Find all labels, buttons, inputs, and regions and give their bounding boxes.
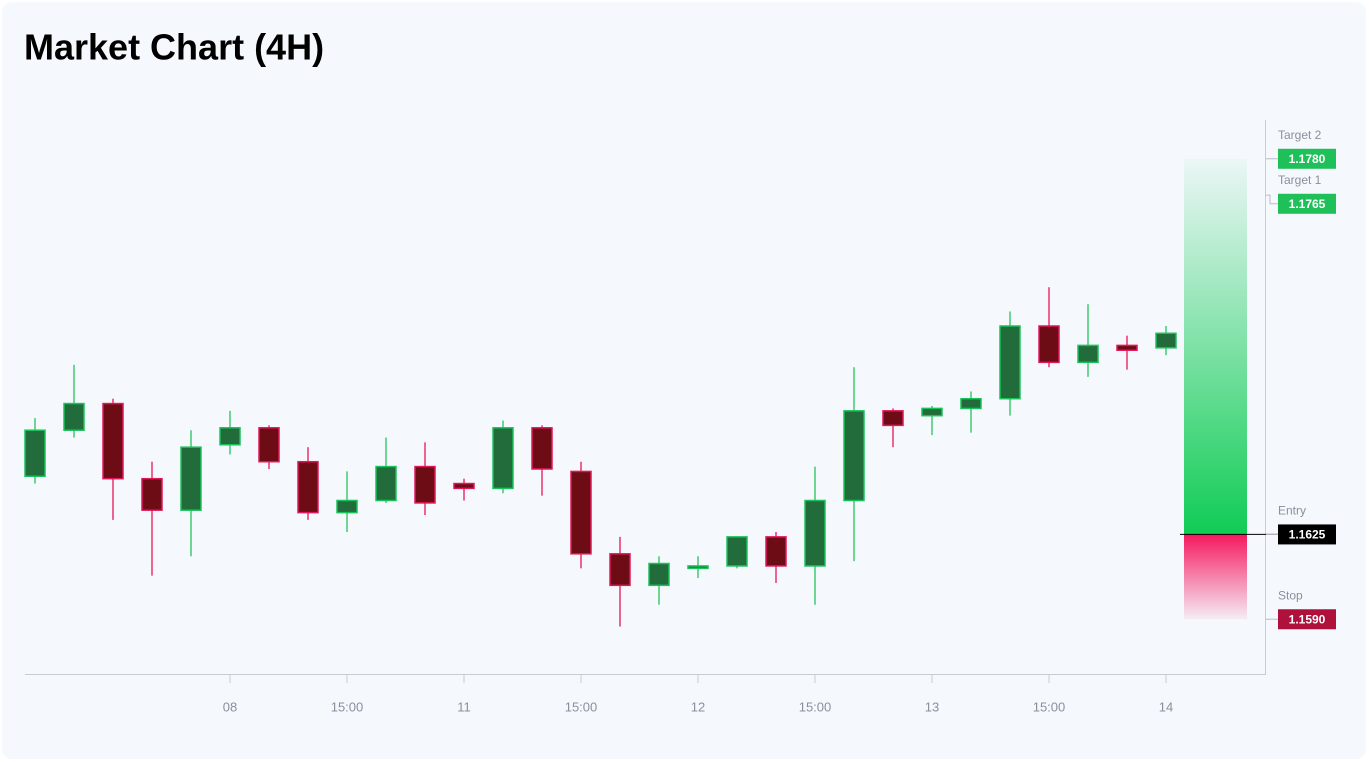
candle-body xyxy=(414,465,436,504)
candle-body xyxy=(180,446,202,511)
candle-body xyxy=(843,410,865,502)
loss-zone xyxy=(1184,534,1247,620)
candle-body xyxy=(648,562,670,587)
x-tick-label: 14 xyxy=(1159,699,1173,714)
candle-body xyxy=(453,482,475,490)
x-tick-label: 12 xyxy=(691,699,705,714)
candle-body xyxy=(1038,325,1060,364)
x-tick-label: 11 xyxy=(457,699,471,714)
level-value: 1.1625 xyxy=(1289,528,1326,542)
candle-body xyxy=(1077,344,1099,364)
candle-body xyxy=(258,427,280,463)
candle-body xyxy=(24,429,46,478)
candle-body xyxy=(999,325,1021,400)
candle-body xyxy=(570,470,592,555)
level-name: Target 2 xyxy=(1278,128,1322,142)
x-tick-label: 15:00 xyxy=(799,699,832,714)
chart-title: Market Chart (4H) xyxy=(24,27,324,68)
candle-body xyxy=(726,536,748,567)
level-connector xyxy=(1266,194,1278,205)
level-name: Stop xyxy=(1278,588,1303,602)
x-tick-label: 08 xyxy=(223,699,237,714)
candle-body xyxy=(1116,344,1138,351)
x-tick-label: 15:00 xyxy=(565,699,598,714)
level-value: 1.1765 xyxy=(1289,197,1326,211)
candle-body xyxy=(765,536,787,567)
candle-body xyxy=(219,427,241,446)
candle-body xyxy=(921,407,943,417)
level-badge xyxy=(1278,193,1336,214)
candle-body xyxy=(141,477,163,511)
profit-zone xyxy=(1184,158,1247,535)
candle-body xyxy=(960,397,982,410)
level-name: Entry xyxy=(1278,504,1306,518)
level-name: Target 1 xyxy=(1278,173,1322,187)
candle-body xyxy=(804,499,826,567)
x-tick-label: 13 xyxy=(925,699,939,714)
candle-body xyxy=(102,402,124,480)
level-badge xyxy=(1278,148,1336,169)
x-tick-label: 15:00 xyxy=(1033,699,1066,714)
x-tick-label: 15:00 xyxy=(331,699,364,714)
candle-body xyxy=(687,565,709,570)
candle-body xyxy=(375,465,397,502)
level-value: 1.1590 xyxy=(1289,612,1326,626)
candle-body xyxy=(531,427,553,470)
level-value: 1.1780 xyxy=(1289,152,1326,166)
candle-body xyxy=(1155,332,1177,349)
candle-body xyxy=(492,427,514,490)
level-badge xyxy=(1278,524,1336,545)
candle-body xyxy=(297,460,319,514)
candle-body xyxy=(882,410,904,427)
level-badge xyxy=(1278,609,1336,630)
candle-body xyxy=(63,402,85,431)
candle-body xyxy=(336,499,358,514)
candle-body xyxy=(609,553,631,587)
